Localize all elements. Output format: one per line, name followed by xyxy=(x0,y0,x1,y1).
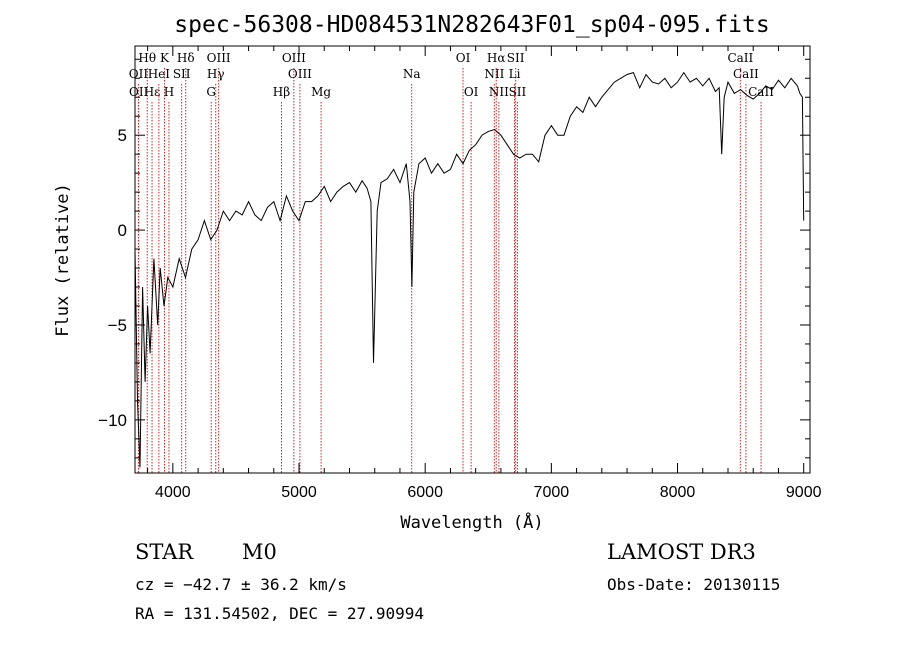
marker-label: SII xyxy=(173,67,191,81)
x-tick-label: 9000 xyxy=(786,484,822,501)
marker-label: CaII xyxy=(727,51,753,65)
marker-label: OIII xyxy=(282,51,306,65)
marker-label: OIII xyxy=(207,51,231,65)
y-tick-label: 5 xyxy=(118,126,127,145)
marker-label: OII xyxy=(129,85,149,99)
marker-label: Li xyxy=(509,67,521,81)
y-tick-label: −10 xyxy=(98,411,127,430)
marker-label: Hθ xyxy=(138,51,156,65)
marker-label: NII xyxy=(489,85,509,99)
marker-label: HeI xyxy=(148,67,171,81)
x-axis-label: Wavelength (Å) xyxy=(400,511,543,533)
marker-label: OI xyxy=(464,85,479,99)
marker-label: K xyxy=(160,51,170,65)
marker-label: OII xyxy=(129,67,149,81)
marker-label: Hα xyxy=(487,51,506,65)
obs-date: Obs-Date: 20130115 xyxy=(607,575,780,594)
y-axis-label: Flux (relative) xyxy=(53,183,73,337)
marker-label: Hγ xyxy=(207,67,225,81)
x-tick-label: 5000 xyxy=(281,484,317,501)
object-class: STAR xyxy=(135,540,194,564)
marker-label: SII xyxy=(509,85,527,99)
plot-frame xyxy=(134,45,811,474)
y-tick-label: 0 xyxy=(118,221,127,240)
marker-label: OI xyxy=(456,51,471,65)
marker-label: CaII xyxy=(733,67,759,81)
y-tick-label: −5 xyxy=(108,316,127,335)
marker-label: OIII xyxy=(288,67,312,81)
redshift-text: cz = −42.7 ± 36.2 km/s xyxy=(135,575,347,594)
marker-label: Mg xyxy=(311,85,331,99)
x-tick-label: 7000 xyxy=(534,484,570,501)
marker-label: G xyxy=(206,85,216,99)
marker-label: SII xyxy=(507,51,525,65)
object-subclass: M0 xyxy=(242,540,277,564)
x-tick-label: 8000 xyxy=(660,484,696,501)
marker-label: Na xyxy=(403,67,421,81)
x-tick-label: 4000 xyxy=(155,484,191,501)
marker-label: Hε xyxy=(144,85,161,99)
marker-label: NII xyxy=(484,67,504,81)
marker-label: H xyxy=(164,85,174,99)
marker-label: Hδ xyxy=(177,51,195,65)
chart-title: spec-56308-HD084531N282643F01_sp04-095.f… xyxy=(174,12,769,38)
x-tick-label: 6000 xyxy=(407,484,443,501)
survey-name: LAMOST DR3 xyxy=(607,540,756,564)
spectrum-line xyxy=(134,71,805,468)
x-axis-ticks: 4000 5000 6000 7000 8000 9000 xyxy=(147,46,822,501)
coordinates: RA = 131.54502, DEC = 27.90994 xyxy=(135,604,424,623)
y-axis-ticks: −10 −5 0 5 xyxy=(98,58,810,459)
marker-label: Hβ xyxy=(273,85,290,99)
